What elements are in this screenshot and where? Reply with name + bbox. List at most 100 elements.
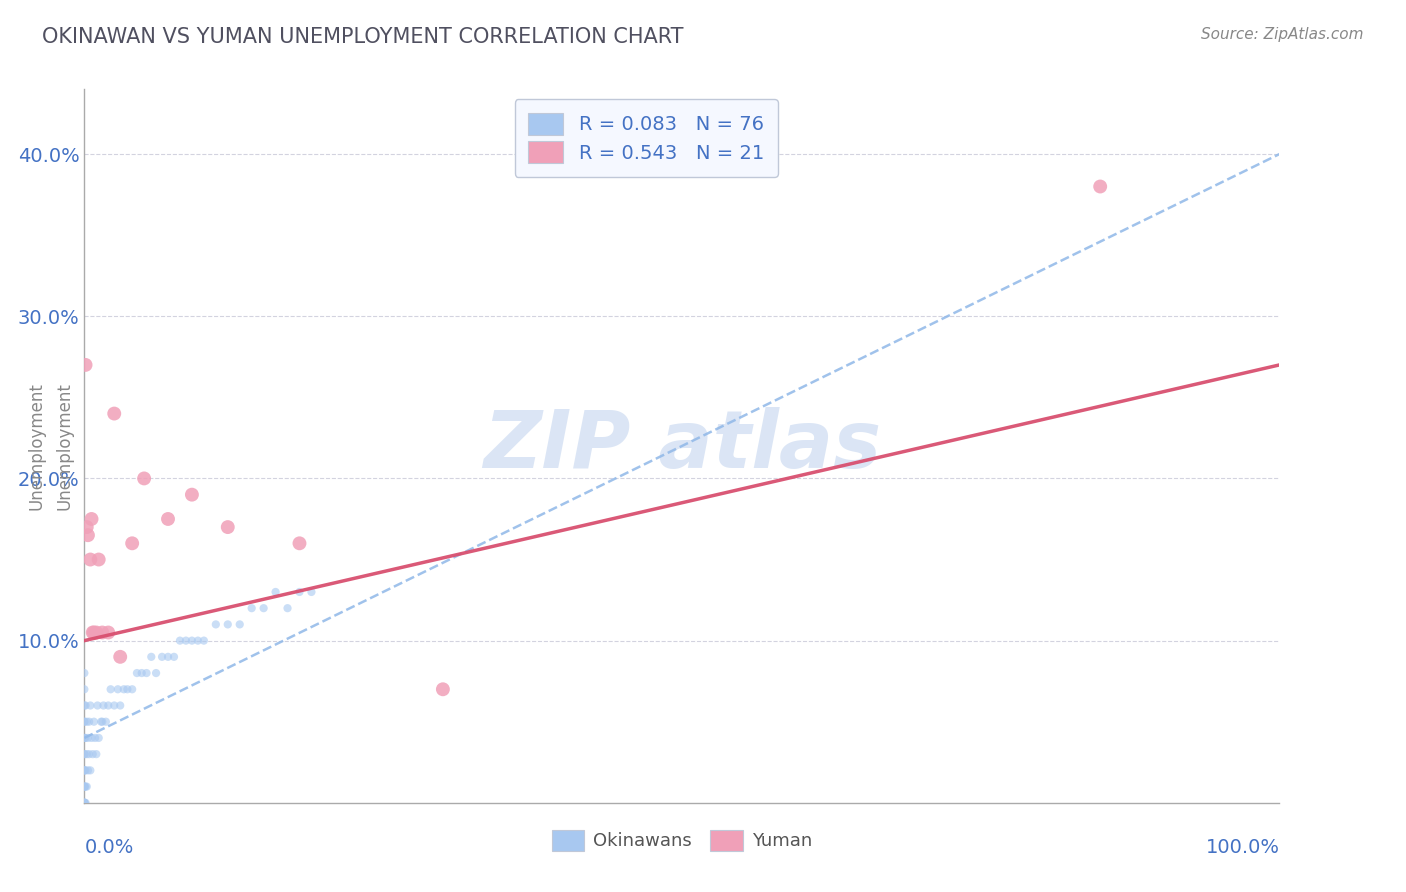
Point — [187, 633, 209, 648]
Point — [240, 601, 263, 615]
Point — [94, 714, 117, 729]
Point — [75, 780, 97, 794]
Point — [75, 698, 97, 713]
Point — [87, 731, 110, 745]
Point — [73, 780, 96, 794]
Point — [73, 747, 96, 761]
Y-axis label: Unemployment: Unemployment — [55, 382, 73, 510]
Point — [253, 601, 276, 615]
Point — [75, 796, 97, 810]
Point — [97, 625, 120, 640]
Point — [132, 471, 156, 485]
Point — [75, 358, 97, 372]
Point — [82, 625, 104, 640]
Point — [193, 633, 215, 648]
Point — [145, 666, 167, 681]
Point — [80, 731, 103, 745]
Point — [82, 747, 104, 761]
Point — [87, 552, 110, 566]
Point — [73, 780, 96, 794]
Point — [73, 714, 96, 729]
Point — [121, 536, 143, 550]
Point — [141, 649, 163, 664]
Text: Unemployment: Unemployment — [28, 382, 45, 510]
Point — [77, 747, 100, 761]
Point — [93, 698, 115, 713]
Point — [73, 666, 96, 681]
Point — [75, 764, 97, 778]
Point — [432, 682, 454, 697]
Point — [150, 649, 173, 664]
Point — [79, 764, 101, 778]
Point — [217, 617, 239, 632]
Point — [100, 682, 122, 697]
Point — [73, 731, 96, 745]
Point — [157, 512, 180, 526]
Point — [97, 698, 120, 713]
Point — [73, 796, 96, 810]
Point — [217, 520, 239, 534]
Point — [174, 633, 197, 648]
Point — [73, 796, 96, 810]
Point — [77, 528, 100, 542]
Point — [157, 649, 180, 664]
Point — [76, 747, 98, 761]
Point — [163, 649, 186, 664]
Point — [73, 796, 96, 810]
Point — [73, 764, 96, 778]
Point — [84, 731, 107, 745]
Point — [121, 682, 143, 697]
Point — [110, 649, 132, 664]
Point — [73, 796, 96, 810]
Point — [117, 682, 139, 697]
Text: Source: ZipAtlas.com: Source: ZipAtlas.com — [1201, 27, 1364, 42]
Point — [181, 633, 204, 648]
Point — [76, 780, 98, 794]
Point — [77, 714, 100, 729]
Point — [125, 666, 148, 681]
Point — [288, 536, 311, 550]
Point — [169, 633, 191, 648]
Point — [73, 714, 96, 729]
Point — [91, 625, 114, 640]
Point — [110, 698, 132, 713]
Point — [90, 714, 112, 729]
Point — [73, 780, 96, 794]
Point — [83, 714, 105, 729]
Point — [131, 666, 153, 681]
Point — [80, 512, 103, 526]
Point — [73, 747, 96, 761]
Point — [103, 698, 125, 713]
Text: 0.0%: 0.0% — [84, 838, 134, 857]
Point — [86, 698, 108, 713]
Point — [83, 625, 105, 640]
Point — [301, 585, 323, 599]
Point — [86, 625, 108, 640]
Legend: Okinawans, Yuman: Okinawans, Yuman — [544, 822, 820, 858]
Point — [264, 585, 287, 599]
Point — [73, 682, 96, 697]
Point — [1090, 179, 1112, 194]
Point — [76, 520, 98, 534]
Point — [103, 407, 125, 421]
Text: OKINAWAN VS YUMAN UNEMPLOYMENT CORRELATION CHART: OKINAWAN VS YUMAN UNEMPLOYMENT CORRELATI… — [42, 27, 683, 46]
Point — [73, 764, 96, 778]
Point — [86, 747, 108, 761]
Point — [77, 731, 100, 745]
Point — [76, 714, 98, 729]
Point — [135, 666, 157, 681]
Point — [73, 764, 96, 778]
Point — [91, 714, 114, 729]
Text: ZIP atlas: ZIP atlas — [482, 407, 882, 485]
Text: 100.0%: 100.0% — [1205, 838, 1279, 857]
Point — [75, 731, 97, 745]
Point — [79, 552, 101, 566]
Point — [181, 488, 204, 502]
Point — [73, 731, 96, 745]
Point — [107, 682, 129, 697]
Point — [73, 796, 96, 810]
Point — [77, 764, 100, 778]
Point — [205, 617, 228, 632]
Point — [277, 601, 299, 615]
Point — [79, 698, 101, 713]
